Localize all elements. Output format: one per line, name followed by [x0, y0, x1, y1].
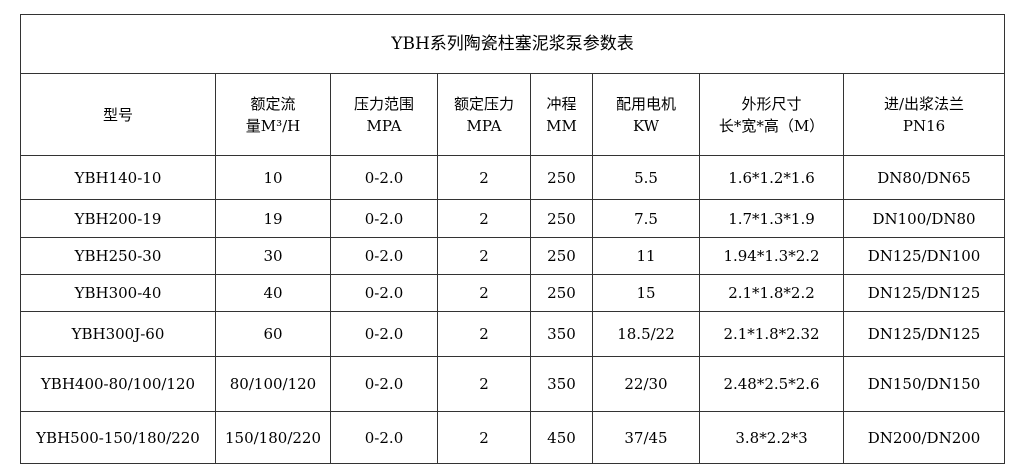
header-line: 额定压力	[453, 94, 514, 113]
table-cell: 19	[215, 199, 331, 238]
table-cell: 150/180/220	[215, 411, 331, 464]
table-cell: 2.48*2.5*2.6	[699, 356, 844, 412]
table-cell: 2	[437, 155, 531, 200]
table-cell: 3.8*2.2*3	[699, 411, 844, 464]
table-cell: 2.1*1.8*2.32	[699, 311, 844, 357]
table-cell: 0-2.0	[330, 356, 438, 412]
table-row: YBH300-40 40 0-2.0 2 250 15 2.1*1.8*2.2 DN125/D…	[20, 274, 1006, 312]
table-cell: 250	[530, 237, 593, 275]
table-cell: DN125/DN125	[842, 274, 1006, 312]
table-cell: 350	[530, 356, 593, 412]
table-cell: 2	[437, 199, 531, 238]
table-cell: DN100/DN80	[842, 199, 1006, 238]
table-cell: 250	[530, 199, 593, 238]
table-title: YBH系列陶瓷柱塞泥浆泵参数表	[19, 14, 1006, 74]
header-line: 压力范围	[353, 94, 414, 113]
header-line: 型号	[102, 105, 133, 124]
header-line: 冲程	[546, 94, 577, 113]
header-line: 进/出浆法兰	[883, 94, 965, 113]
table-cell: 0-2.0	[330, 199, 438, 238]
table-cell: YBH250-30	[20, 237, 216, 275]
header-line: 额定流	[250, 94, 296, 113]
table-cell: 18.5/22	[592, 311, 700, 357]
table-row: YBH300J-60 60 0-2.0 2 350 18.5/22 2.1*1.8*2.32…	[20, 311, 1006, 357]
column-header: 冲程 MM	[530, 73, 593, 156]
table-cell: 5.5	[592, 155, 700, 200]
table-cell: 60	[215, 311, 331, 357]
table-cell: 0-2.0	[330, 155, 438, 200]
table-cell: 10	[215, 155, 331, 200]
column-header: 型号	[20, 73, 216, 156]
header-line: KW	[632, 116, 660, 135]
column-header: 进/出浆法兰 PN16	[842, 73, 1006, 156]
table-row: YBH500-150/180/220 150/180/220 0-2.0 2 450 37…	[20, 411, 1006, 464]
table-row: YBH200-19 19 0-2.0 2 250 7.5 1.7*1.3*1.9 DN100/…	[20, 199, 1006, 238]
table-cell: 22/30	[592, 356, 700, 412]
table-cell: 11	[592, 237, 700, 275]
table-cell: 15	[592, 274, 700, 312]
table-cell: YBH300-40	[20, 274, 216, 312]
table-cell: YBH300J-60	[20, 311, 216, 357]
header-line: PN16	[902, 116, 946, 135]
table-cell: YBH140-10	[20, 155, 216, 200]
table-cell: 0-2.0	[330, 274, 438, 312]
table-cell: 250	[530, 274, 593, 312]
table-cell: 37/45	[592, 411, 700, 464]
table-cell: 2	[437, 274, 531, 312]
table-cell: YBH400-80/100/120	[20, 356, 216, 412]
table-cell: 2	[437, 411, 531, 464]
table-row: YBH400-80/100/120 80/100/120 0-2.0 2 350 22/3…	[20, 356, 1006, 412]
column-header: 额定流量M³/H	[215, 73, 331, 156]
table-cell: 0-2.0	[330, 311, 438, 357]
table-cell: 250	[530, 155, 593, 200]
header-line: 配用电机	[615, 94, 676, 113]
header-line: 长*宽*高（M）	[718, 116, 825, 135]
table-cell: YBH200-19	[20, 199, 216, 238]
header-line: MM	[546, 116, 577, 135]
table-cell: DN150/DN150	[842, 356, 1006, 412]
table-cell: 7.5	[592, 199, 700, 238]
table-cell: 2	[437, 356, 531, 412]
column-header: 外形尺寸长*宽*高（M）	[699, 73, 844, 156]
table-cell: 30	[215, 237, 331, 275]
table-cell: 80/100/120	[215, 356, 331, 412]
table-row: YBH140-10 10 0-2.0 2 250 5.5 1.6*1.2*1.6 DN80/D…	[20, 155, 1006, 200]
table-cell: YBH500-150/180/220	[20, 411, 216, 464]
table-cell: 1.6*1.2*1.6	[699, 155, 844, 200]
table-cell: 40	[215, 274, 331, 312]
header-line: MPA	[466, 116, 502, 135]
table-cell: 2	[437, 237, 531, 275]
header-line: 量M³/H	[245, 116, 301, 135]
header-line: MPA	[366, 116, 402, 135]
column-header: 压力范围 MPA	[330, 73, 438, 156]
table-cell: DN200/DN200	[842, 411, 1006, 464]
table-cell: 1.94*1.3*2.2	[699, 237, 844, 275]
table-cell: DN80/DN65	[842, 155, 1006, 200]
column-header: 额定压力 MPA	[437, 73, 531, 156]
table-cell: DN125/DN125	[842, 311, 1006, 357]
parameter-table: YBH系列陶瓷柱塞泥浆泵参数表 型号 额定流量M³/H 压力范围 MPA 额定压力 MPA…	[19, 14, 1006, 464]
table-row: YBH250-30 30 0-2.0 2 250 11 1.94*1.3*2.2 DN125/…	[20, 237, 1006, 275]
column-header: 配用电机 KW	[592, 73, 700, 156]
table-cell: 0-2.0	[330, 411, 438, 464]
table-cell: 0-2.0	[330, 237, 438, 275]
table-cell: 1.7*1.3*1.9	[699, 199, 844, 238]
table-cell: DN125/DN100	[842, 237, 1006, 275]
table-cell: 2	[437, 311, 531, 357]
table-cell: 350	[530, 311, 593, 357]
table-cell: 450	[530, 411, 593, 464]
header-line: 外形尺寸	[741, 94, 802, 113]
table-cell: 2.1*1.8*2.2	[699, 274, 844, 312]
